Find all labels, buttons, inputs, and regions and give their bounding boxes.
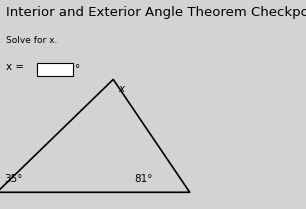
Text: 35°: 35° <box>5 174 23 184</box>
Text: 81°: 81° <box>135 174 153 184</box>
Text: Solve for x.: Solve for x. <box>6 36 58 45</box>
Text: °: ° <box>75 64 80 74</box>
FancyBboxPatch shape <box>37 63 73 76</box>
Text: Interior and Exterior Angle Theorem Checkpoint: Interior and Exterior Angle Theorem Chec… <box>6 6 306 19</box>
Text: x: x <box>118 84 124 94</box>
Text: x =: x = <box>6 62 24 72</box>
